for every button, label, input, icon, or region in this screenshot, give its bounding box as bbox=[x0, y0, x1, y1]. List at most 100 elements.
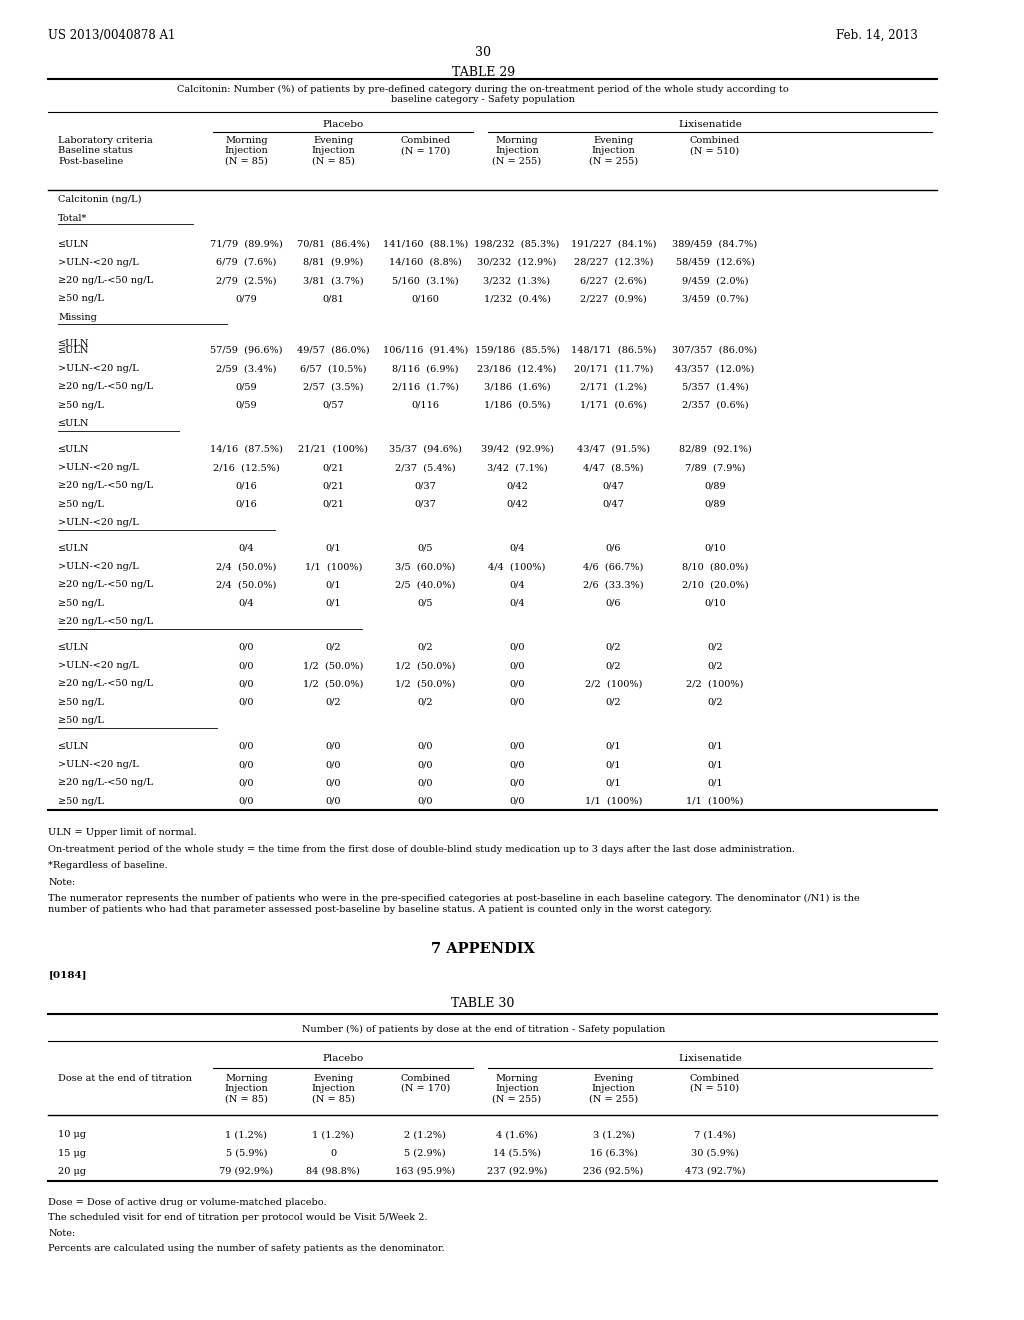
Text: 9/459  (2.0%): 9/459 (2.0%) bbox=[682, 276, 749, 285]
Text: Evening
Injection
(N = 85): Evening Injection (N = 85) bbox=[311, 136, 355, 166]
Text: ≤ULN: ≤ULN bbox=[58, 418, 89, 428]
Text: 14 (5.5%): 14 (5.5%) bbox=[493, 1148, 541, 1158]
Text: 1/2  (50.0%): 1/2 (50.0%) bbox=[395, 680, 456, 689]
Text: 82/89  (92.1%): 82/89 (92.1%) bbox=[679, 445, 752, 454]
Text: 0/0: 0/0 bbox=[239, 797, 254, 805]
Text: 0/1: 0/1 bbox=[708, 742, 723, 751]
Text: 3/5  (60.0%): 3/5 (60.0%) bbox=[395, 562, 456, 572]
Text: 84 (98.8%): 84 (98.8%) bbox=[306, 1167, 360, 1176]
Text: 0/6: 0/6 bbox=[606, 544, 622, 553]
Text: US 2013/0040878 A1: US 2013/0040878 A1 bbox=[48, 29, 176, 42]
Text: 0/89: 0/89 bbox=[705, 500, 726, 508]
Text: 1/2  (50.0%): 1/2 (50.0%) bbox=[303, 680, 364, 689]
Text: ≥50 ng/L: ≥50 ng/L bbox=[58, 715, 103, 725]
Text: Combined
(N = 170): Combined (N = 170) bbox=[400, 136, 451, 156]
Text: 0/0: 0/0 bbox=[418, 742, 433, 751]
Text: 0/59: 0/59 bbox=[236, 383, 257, 392]
Text: 2/171  (1.2%): 2/171 (1.2%) bbox=[581, 383, 647, 392]
Text: TABLE 29: TABLE 29 bbox=[452, 66, 515, 79]
Text: Morning
Injection
(N = 255): Morning Injection (N = 255) bbox=[493, 1073, 542, 1104]
Text: 4 (1.6%): 4 (1.6%) bbox=[496, 1130, 538, 1139]
Text: Evening
Injection
(N = 85): Evening Injection (N = 85) bbox=[311, 1073, 355, 1104]
Text: 30: 30 bbox=[475, 46, 492, 59]
Text: 0/1: 0/1 bbox=[326, 581, 341, 590]
Text: 198/232  (85.3%): 198/232 (85.3%) bbox=[474, 240, 559, 248]
Text: 2/57  (3.5%): 2/57 (3.5%) bbox=[303, 383, 364, 392]
Text: 0/57: 0/57 bbox=[323, 401, 344, 409]
Text: 0/21: 0/21 bbox=[323, 500, 344, 508]
Text: ≥20 ng/L-<50 ng/L: ≥20 ng/L-<50 ng/L bbox=[58, 680, 154, 689]
Text: Combined
(N = 510): Combined (N = 510) bbox=[690, 1073, 740, 1093]
Text: 79 (92.9%): 79 (92.9%) bbox=[219, 1167, 273, 1176]
Text: 1/1  (100%): 1/1 (100%) bbox=[305, 562, 362, 572]
Text: Note:: Note: bbox=[48, 1229, 76, 1238]
Text: 0/47: 0/47 bbox=[603, 500, 625, 508]
Text: 0/21: 0/21 bbox=[323, 463, 344, 473]
Text: 5/160  (3.1%): 5/160 (3.1%) bbox=[392, 276, 459, 285]
Text: 307/357  (86.0%): 307/357 (86.0%) bbox=[673, 346, 758, 355]
Text: 3 (1.2%): 3 (1.2%) bbox=[593, 1130, 635, 1139]
Text: ≥50 ng/L: ≥50 ng/L bbox=[58, 797, 103, 805]
Text: 2/4  (50.0%): 2/4 (50.0%) bbox=[216, 562, 276, 572]
Text: 0/0: 0/0 bbox=[509, 742, 524, 751]
Text: 0/47: 0/47 bbox=[603, 482, 625, 491]
Text: Evening
Injection
(N = 255): Evening Injection (N = 255) bbox=[589, 1073, 638, 1104]
Text: 0/2: 0/2 bbox=[606, 661, 622, 671]
Text: Total*: Total* bbox=[58, 214, 87, 223]
Text: On-treatment period of the whole study = the time from the first dose of double-: On-treatment period of the whole study =… bbox=[48, 845, 796, 854]
Text: 0/16: 0/16 bbox=[236, 482, 257, 491]
Text: Lixisenatide: Lixisenatide bbox=[678, 120, 742, 129]
Text: 0/0: 0/0 bbox=[239, 698, 254, 706]
Text: 16 (6.3%): 16 (6.3%) bbox=[590, 1148, 638, 1158]
Text: 0/0: 0/0 bbox=[239, 760, 254, 770]
Text: 70/81  (86.4%): 70/81 (86.4%) bbox=[297, 240, 370, 248]
Text: ≥50 ng/L: ≥50 ng/L bbox=[58, 698, 103, 706]
Text: 0/0: 0/0 bbox=[418, 779, 433, 788]
Text: Calcitonin: Number (%) of patients by pre-defined category during the on-treatme: Calcitonin: Number (%) of patients by pr… bbox=[177, 84, 790, 104]
Text: Dose = Dose of active drug or volume-matched placebo.: Dose = Dose of active drug or volume-mat… bbox=[48, 1199, 327, 1208]
Text: 6/227  (2.6%): 6/227 (2.6%) bbox=[581, 276, 647, 285]
Text: 2/37  (5.4%): 2/37 (5.4%) bbox=[395, 463, 456, 473]
Text: 2/357  (0.6%): 2/357 (0.6%) bbox=[682, 401, 749, 409]
Text: 3/459  (0.7%): 3/459 (0.7%) bbox=[682, 294, 749, 304]
Text: 0/37: 0/37 bbox=[415, 500, 436, 508]
Text: 1 (1.2%): 1 (1.2%) bbox=[225, 1130, 267, 1139]
Text: 0/5: 0/5 bbox=[418, 544, 433, 553]
Text: 0/6: 0/6 bbox=[606, 599, 622, 607]
Text: 5 (5.9%): 5 (5.9%) bbox=[225, 1148, 267, 1158]
Text: ≥50 ng/L: ≥50 ng/L bbox=[58, 500, 103, 508]
Text: 0/116: 0/116 bbox=[412, 401, 439, 409]
Text: Lixisenatide: Lixisenatide bbox=[678, 1053, 742, 1063]
Text: 20 μg: 20 μg bbox=[58, 1167, 86, 1176]
Text: 0/0: 0/0 bbox=[509, 698, 524, 706]
Text: >ULN-<20 ng/L: >ULN-<20 ng/L bbox=[58, 257, 138, 267]
Text: ≤ULN: ≤ULN bbox=[58, 445, 89, 454]
Text: Evening
Injection
(N = 255): Evening Injection (N = 255) bbox=[589, 136, 638, 166]
Text: >ULN-<20 ng/L: >ULN-<20 ng/L bbox=[58, 661, 138, 671]
Text: 8/81  (9.9%): 8/81 (9.9%) bbox=[303, 257, 364, 267]
Text: ≤ULN: ≤ULN bbox=[58, 742, 89, 751]
Text: ≤ULN: ≤ULN bbox=[58, 339, 89, 347]
Text: 0/0: 0/0 bbox=[326, 760, 341, 770]
Text: 0/37: 0/37 bbox=[415, 482, 436, 491]
Text: 0/1: 0/1 bbox=[606, 779, 622, 788]
Text: 2/227  (0.9%): 2/227 (0.9%) bbox=[581, 294, 647, 304]
Text: Placebo: Placebo bbox=[323, 1053, 364, 1063]
Text: 0/42: 0/42 bbox=[506, 500, 528, 508]
Text: 389/459  (84.7%): 389/459 (84.7%) bbox=[673, 240, 758, 248]
Text: 23/186  (12.4%): 23/186 (12.4%) bbox=[477, 364, 557, 374]
Text: 106/116  (91.4%): 106/116 (91.4%) bbox=[383, 346, 468, 355]
Text: 0/0: 0/0 bbox=[239, 779, 254, 788]
Text: 0/10: 0/10 bbox=[705, 544, 726, 553]
Text: 0/2: 0/2 bbox=[418, 698, 433, 706]
Text: 0/0: 0/0 bbox=[509, 779, 524, 788]
Text: 0/2: 0/2 bbox=[326, 698, 341, 706]
Text: ≤ULN: ≤ULN bbox=[58, 346, 89, 355]
Text: ≥20 ng/L-<50 ng/L: ≥20 ng/L-<50 ng/L bbox=[58, 581, 154, 590]
Text: 2/59  (3.4%): 2/59 (3.4%) bbox=[216, 364, 276, 374]
Text: 14/160  (8.8%): 14/160 (8.8%) bbox=[389, 257, 462, 267]
Text: 2/6  (33.3%): 2/6 (33.3%) bbox=[584, 581, 644, 590]
Text: Note:: Note: bbox=[48, 878, 76, 887]
Text: 8/10  (80.0%): 8/10 (80.0%) bbox=[682, 562, 749, 572]
Text: 0/16: 0/16 bbox=[236, 500, 257, 508]
